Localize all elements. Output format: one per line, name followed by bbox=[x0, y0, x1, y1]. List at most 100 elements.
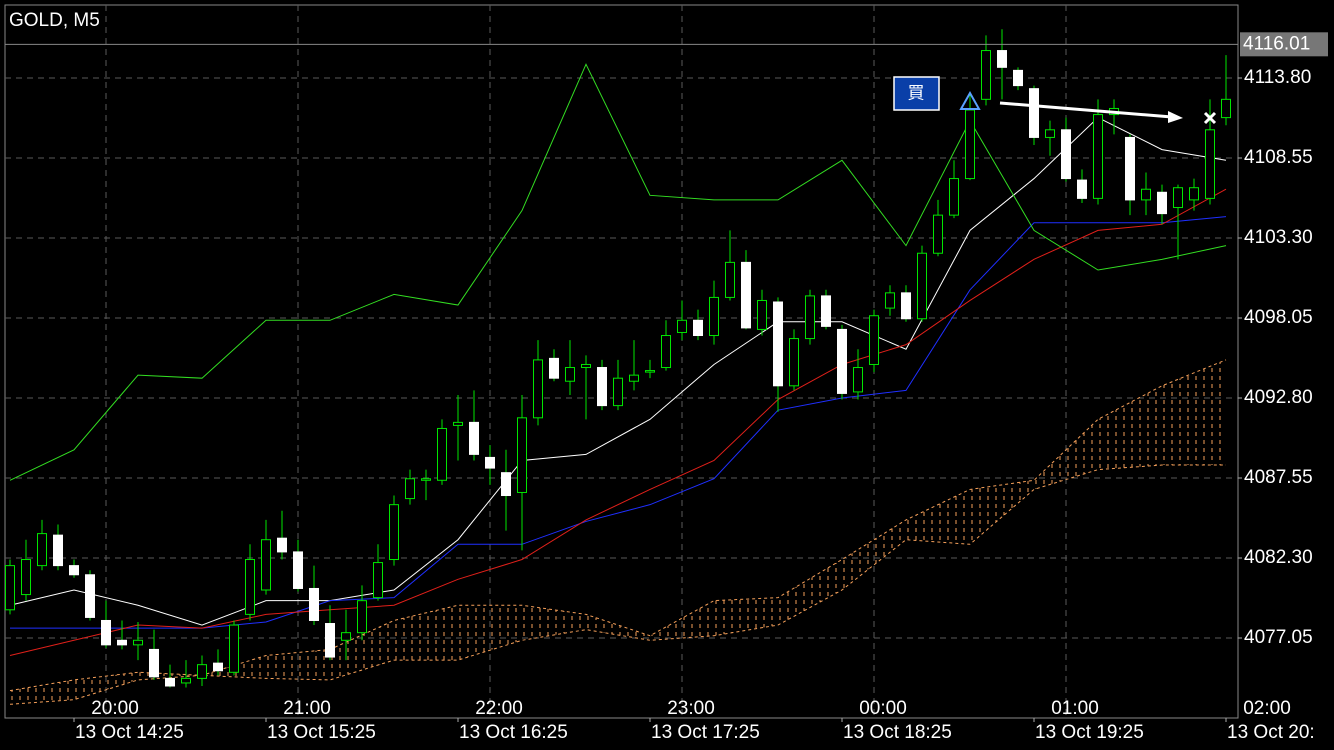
candle-body bbox=[293, 551, 303, 589]
x-tick-label: 00:00 bbox=[859, 698, 907, 719]
candle-body bbox=[981, 50, 991, 100]
y-tick-label: 4092.80 bbox=[1244, 387, 1313, 408]
x-tick-label: 21:00 bbox=[283, 698, 331, 719]
candle-body bbox=[229, 624, 239, 673]
candle-body bbox=[213, 662, 223, 672]
candle-body bbox=[37, 533, 47, 567]
candle-body bbox=[1077, 179, 1087, 199]
candle-body bbox=[757, 299, 767, 330]
candle-body bbox=[421, 478, 431, 481]
exit-marker bbox=[1203, 111, 1217, 125]
candle-body bbox=[325, 623, 335, 658]
candle-body bbox=[1093, 114, 1103, 199]
candle-body bbox=[917, 252, 927, 320]
y-tick-label: 4082.30 bbox=[1244, 547, 1313, 568]
candle-body bbox=[1221, 98, 1231, 119]
candle-body bbox=[485, 456, 495, 469]
candle-body bbox=[245, 559, 255, 615]
candle-body bbox=[565, 367, 575, 382]
candle-body bbox=[1205, 129, 1215, 199]
x-date-label: 13 Oct 16:25 bbox=[459, 722, 568, 743]
candle-body bbox=[661, 335, 671, 369]
candle-body bbox=[501, 472, 511, 497]
candle-body bbox=[709, 296, 719, 337]
current-price-label: 4116.01 bbox=[1243, 33, 1310, 54]
candle-body bbox=[645, 370, 655, 373]
chart-title: GOLD, M5 bbox=[9, 10, 100, 31]
indicator-line bbox=[9, 63, 1227, 481]
candle-body bbox=[5, 565, 15, 611]
candle-body bbox=[949, 178, 959, 216]
candle-body bbox=[885, 292, 895, 309]
candle-body bbox=[277, 537, 287, 553]
candle-body bbox=[149, 648, 159, 678]
candle-body bbox=[197, 664, 207, 679]
candle-body bbox=[437, 427, 447, 481]
candle-body bbox=[629, 374, 639, 382]
entry-marker bbox=[959, 90, 981, 110]
x-tick-label: 20:00 bbox=[91, 698, 139, 719]
candle-body bbox=[837, 328, 847, 394]
candle-body bbox=[261, 539, 271, 591]
x-date-label: 13 Oct 20: bbox=[1227, 722, 1315, 743]
candle-body bbox=[725, 261, 735, 298]
candle-body bbox=[1173, 187, 1183, 209]
buy-label: 買 bbox=[908, 83, 925, 102]
candle-body bbox=[21, 559, 31, 596]
y-tick-label: 4108.55 bbox=[1244, 147, 1313, 168]
x-tick-label: 23:00 bbox=[667, 698, 715, 719]
indicator-line bbox=[10, 216, 1227, 629]
indicator-line bbox=[9, 188, 1227, 657]
y-tick-label: 4103.30 bbox=[1244, 227, 1313, 248]
candle-body bbox=[469, 421, 479, 455]
candle-body bbox=[997, 50, 1007, 68]
candle-body bbox=[53, 534, 63, 567]
x-date-label: 13 Oct 17:25 bbox=[651, 722, 760, 743]
cloud-span-b bbox=[9, 464, 1226, 705]
x-date-label: 13 Oct 19:25 bbox=[1035, 722, 1144, 743]
x-date-label: 13 Oct 15:25 bbox=[267, 722, 376, 743]
candle-body bbox=[581, 363, 591, 369]
candle-body bbox=[901, 292, 911, 320]
candle-body bbox=[741, 261, 751, 329]
candle-body bbox=[1141, 188, 1151, 201]
candle-body bbox=[1013, 69, 1023, 87]
candle-body bbox=[357, 600, 367, 634]
candle-body bbox=[389, 504, 399, 561]
candle-body bbox=[165, 677, 175, 687]
candle-body bbox=[933, 214, 943, 254]
candle-body bbox=[805, 295, 815, 340]
y-tick-label: 4077.05 bbox=[1244, 627, 1313, 648]
plot-frame bbox=[4, 4, 1239, 719]
candle-body bbox=[181, 677, 191, 684]
buy-badge bbox=[893, 76, 940, 111]
candle-body bbox=[677, 319, 687, 333]
candle-body bbox=[453, 421, 463, 426]
candle-body bbox=[101, 619, 111, 646]
candle-body bbox=[869, 315, 879, 365]
candle-body bbox=[1061, 129, 1071, 180]
cloud-span-a bbox=[9, 359, 1227, 692]
candle-body bbox=[1189, 187, 1199, 201]
y-tick-label: 4113.80 bbox=[1244, 67, 1311, 88]
candle-body bbox=[533, 359, 543, 419]
candle-body bbox=[1045, 129, 1055, 138]
candle-body bbox=[117, 639, 127, 646]
candle-body bbox=[693, 319, 703, 337]
candle-body bbox=[821, 295, 831, 327]
candle-body bbox=[789, 338, 799, 387]
candle-body bbox=[965, 109, 975, 180]
x-tick-label: 01:00 bbox=[1051, 698, 1099, 719]
candle-body bbox=[133, 639, 143, 646]
y-tick-label: 4087.55 bbox=[1244, 467, 1313, 488]
candle-body bbox=[85, 574, 95, 618]
candle-body bbox=[405, 478, 415, 500]
candle-body bbox=[517, 417, 527, 493]
cloud-area bbox=[10, 359, 1226, 705]
candle-body bbox=[1157, 191, 1167, 215]
x-tick-label: 22:00 bbox=[475, 698, 523, 719]
indicator-line bbox=[9, 117, 1227, 626]
current-price-box bbox=[1240, 32, 1328, 57]
